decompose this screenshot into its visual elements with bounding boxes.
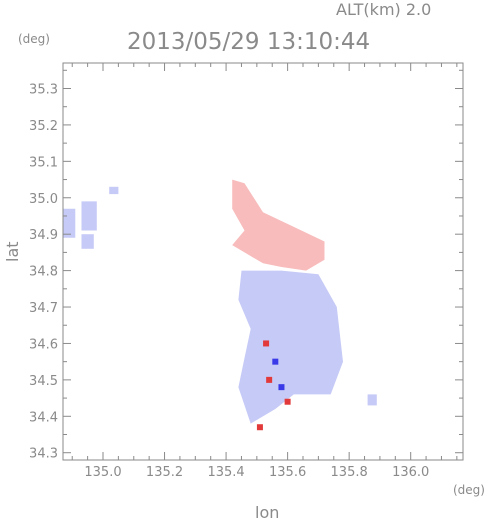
y-tick-label-10: 35.3 (29, 82, 58, 97)
y-tick-label-2: 34.5 (29, 374, 58, 389)
x-axis-label: lon (255, 503, 279, 521)
velocity-cluster-3 (266, 376, 273, 383)
x-tick-label-2: 135.4 (207, 465, 244, 480)
y-tick-label-5: 34.8 (29, 265, 58, 280)
y-tick-label-1: 34.4 (29, 410, 58, 425)
y-tick-label-7: 35.0 (29, 192, 58, 207)
y-axis-label: lat (3, 241, 22, 262)
velocity-region-2 (238, 270, 343, 424)
y-unit-label: (deg) (18, 32, 50, 46)
y-tick-label-4: 34.7 (29, 301, 58, 316)
x-unit-label: (deg) (453, 483, 485, 497)
x-tick-label-1: 135.2 (146, 465, 183, 480)
y-tick-label-0: 34.3 (29, 447, 58, 462)
velocity-region-3 (63, 208, 76, 238)
chart-title: 2013/05/29 13:10:44 (127, 29, 370, 55)
y-tick-label-9: 35.2 (29, 119, 58, 134)
axis-ticks: 135.0 135.2 135.4 135.6 135.8 136.0 34.3 34.4 34… (29, 63, 463, 480)
velocity-cluster-2 (272, 358, 279, 365)
y-tick-label-6: 34.9 (29, 228, 58, 243)
x-tick-label-0: 135.0 (84, 465, 121, 480)
velocity-cluster-1 (263, 340, 270, 347)
velocity-region-4 (81, 201, 97, 231)
velocity-cluster-5 (284, 398, 291, 405)
y-tick-label-3: 34.6 (29, 337, 58, 352)
velocity-cluster-4 (278, 384, 285, 391)
x-tick-label-5: 136.0 (392, 465, 429, 480)
plot-area (63, 179, 377, 431)
velocity-region-6 (109, 186, 119, 195)
velocity-region-7 (367, 394, 377, 406)
velocity-cluster-6 (256, 424, 263, 431)
x-tick-label-4: 135.8 (331, 465, 368, 480)
x-tick-label-3: 135.6 (269, 465, 306, 480)
velocity-region-1 (232, 179, 325, 271)
altitude-label: ALT(km) 2.0 (336, 0, 431, 19)
y-tick-label-8: 35.1 (29, 155, 58, 170)
velocity-region-5 (81, 234, 94, 249)
plot-frame (62, 62, 464, 461)
